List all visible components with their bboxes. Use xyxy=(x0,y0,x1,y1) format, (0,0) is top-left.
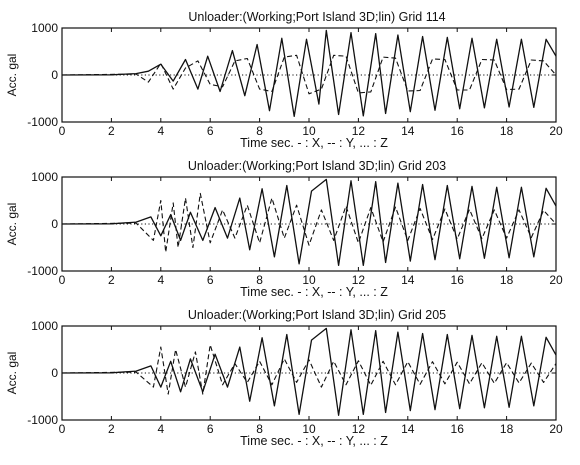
chart-panel-3: Unloader:(Working;Port Island 3D;lin) Gr… xyxy=(5,308,563,448)
y-axis-label: Acc. gal xyxy=(5,203,19,246)
x-tick-label: 12 xyxy=(352,124,366,138)
x-tick-label: 16 xyxy=(451,124,465,138)
x-tick-label: 8 xyxy=(256,273,263,287)
x-tick-label: 2 xyxy=(108,273,115,287)
x-tick-label: 10 xyxy=(302,422,316,436)
x-tick-label: 18 xyxy=(500,273,514,287)
x-tick-label: 14 xyxy=(401,273,415,287)
axes-frame xyxy=(61,325,557,421)
x-tick-label: 10 xyxy=(302,273,316,287)
x-tick-label: 16 xyxy=(451,273,465,287)
chart-title: Unloader:(Working;Port Island 3D;lin) Gr… xyxy=(188,308,446,322)
x-tick-label: 4 xyxy=(157,273,164,287)
y-axis-label: Acc. gal xyxy=(5,352,19,395)
chart-title: Unloader:(Working;Port Island 3D;lin) Gr… xyxy=(188,10,445,24)
chart-panel-2: Unloader:(Working;Port Island 3D;lin) Gr… xyxy=(5,159,563,299)
x-tick-label: 20 xyxy=(549,422,563,436)
x-tick-label: 4 xyxy=(157,422,164,436)
series-dashed-line xyxy=(62,192,556,253)
x-tick-label: 16 xyxy=(451,422,465,436)
y-tick-label: 0 xyxy=(51,366,58,380)
x-tick-label: 0 xyxy=(59,422,66,436)
y-tick-label: 0 xyxy=(51,68,58,82)
x-tick-label: 8 xyxy=(256,124,263,138)
axes-frame xyxy=(61,176,557,272)
series-dashed-line xyxy=(62,344,556,395)
x-tick-label: 20 xyxy=(549,124,563,138)
series-solid-line xyxy=(62,178,556,267)
x-tick-label: 0 xyxy=(59,124,66,138)
x-tick-label: 6 xyxy=(207,422,214,436)
y-tick-label: -1000 xyxy=(27,264,58,278)
x-tick-label: 6 xyxy=(207,273,214,287)
x-tick-label: 10 xyxy=(302,124,316,138)
x-tick-label: 18 xyxy=(500,124,514,138)
x-tick-label: 14 xyxy=(401,422,415,436)
x-tick-label: 8 xyxy=(256,422,263,436)
x-tick-label: 4 xyxy=(157,124,164,138)
series-solid-line xyxy=(62,29,556,118)
y-tick-label: -1000 xyxy=(27,413,58,427)
y-axis-label: Acc. gal xyxy=(5,54,19,97)
x-tick-label: 2 xyxy=(108,124,115,138)
x-tick-label: 0 xyxy=(59,273,66,287)
x-tick-label: 14 xyxy=(401,124,415,138)
series-dashed-line xyxy=(62,54,556,95)
chart-title: Unloader:(Working;Port Island 3D;lin) Gr… xyxy=(188,159,446,173)
y-tick-label: 1000 xyxy=(31,170,58,184)
x-tick-label: 12 xyxy=(352,273,366,287)
x-axis-label: Time sec. - : X, -- : Y, ... : Z xyxy=(240,434,388,448)
x-tick-label: 2 xyxy=(108,422,115,436)
y-tick-label: 1000 xyxy=(31,21,58,35)
y-tick-label: 1000 xyxy=(31,319,58,333)
y-tick-label: 0 xyxy=(51,217,58,231)
chart-panel-1: Unloader:(Working;Port Island 3D;lin) Gr… xyxy=(5,10,563,150)
x-tick-label: 20 xyxy=(549,273,563,287)
axes-frame xyxy=(61,27,557,123)
series-solid-line xyxy=(62,327,556,416)
x-tick-label: 12 xyxy=(352,422,366,436)
x-axis-label: Time sec. - : X, -- : Y, ... : Z xyxy=(240,285,388,299)
y-tick-label: -1000 xyxy=(27,115,58,129)
x-axis-label: Time sec. - : X, -- : Y, ... : Z xyxy=(240,136,388,150)
x-tick-label: 18 xyxy=(500,422,514,436)
x-tick-label: 6 xyxy=(207,124,214,138)
